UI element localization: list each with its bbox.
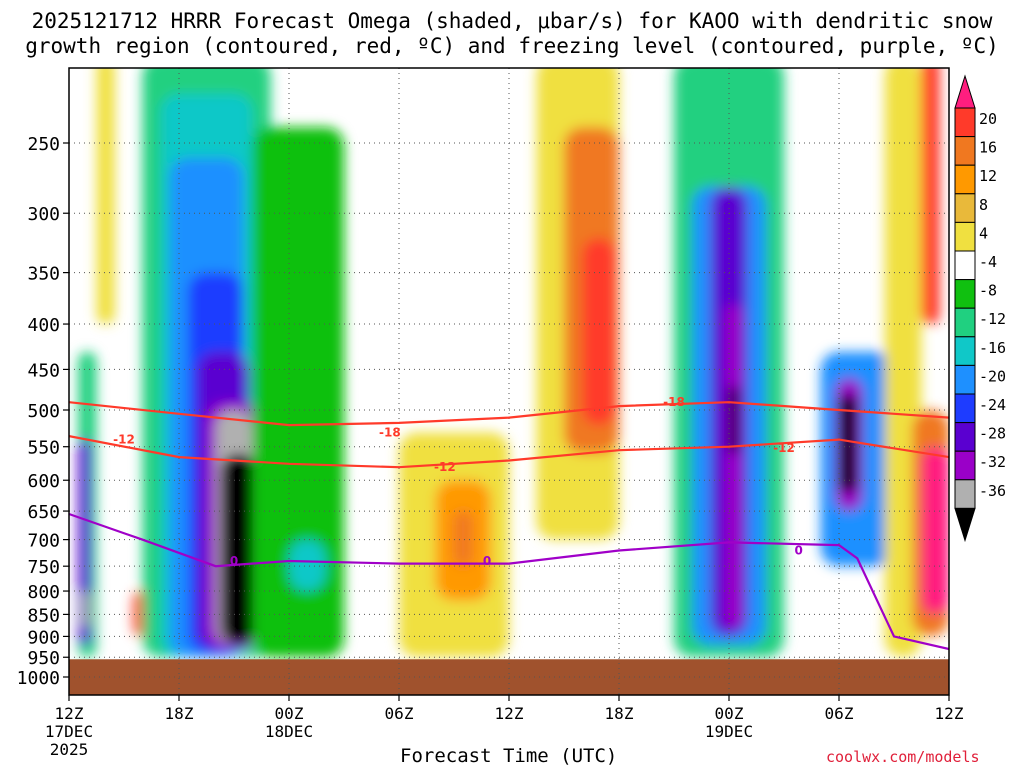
x-tick-label: 18Z: [165, 704, 194, 723]
colorbar-segment: [954, 279, 976, 309]
colorbar-segment: [954, 107, 976, 138]
colorbar-segment: [954, 479, 976, 509]
contour-line--18: [69, 401, 949, 427]
brand-watermark: coolwx.com/models: [826, 748, 980, 766]
chart-title-line-2: growth region (contoured, red, ºC) and f…: [25, 34, 999, 58]
colorbar-segment: [954, 336, 976, 366]
x-year-label: 2025: [50, 740, 89, 759]
x-tick-label: 00Z: [715, 704, 744, 723]
omega-cell: [839, 394, 858, 493]
contour-label: -18: [379, 425, 401, 439]
y-tick-label: 700: [27, 531, 60, 552]
colorbar-segment: [954, 307, 976, 338]
y-tick-label: 850: [27, 605, 60, 626]
colorbar-segment: [954, 364, 976, 395]
y-tick-label: 600: [27, 471, 60, 492]
contour-line-0: [69, 512, 949, 651]
colorbar-label: 4: [979, 224, 988, 242]
contour-label: 0: [794, 543, 802, 557]
colorbar-label: -4: [979, 253, 997, 271]
colorbar-segment: [954, 393, 976, 424]
y-tick-label: 950: [27, 648, 60, 669]
colorbar-label: -12: [979, 310, 1006, 328]
y-tick-label: 650: [27, 502, 60, 523]
y-tick-label: 400: [27, 315, 60, 336]
colorbar-segment: [954, 136, 976, 166]
colorbar-label: 16: [979, 139, 997, 157]
contour-line--12: [69, 435, 949, 469]
x-axis-label: Forecast Time (UTC): [400, 745, 618, 767]
contour-label: 0: [230, 554, 238, 568]
colorbar-label: -36: [979, 482, 1006, 500]
colorbar-segment: [954, 221, 976, 252]
colorbar-segment: [954, 250, 976, 281]
x-date-label: 19DEC: [705, 722, 753, 741]
contour-label: 0: [483, 554, 491, 568]
colorbar-label: -8: [979, 282, 997, 300]
colorbar-top-arrow: [954, 74, 976, 109]
contour-label: -12: [434, 460, 456, 474]
colorbar-label: 8: [979, 196, 988, 214]
colorbar-label: -24: [979, 396, 1006, 414]
colorbar-segment: [954, 422, 976, 452]
y-tick-label: 750: [27, 557, 60, 578]
y-tick-label: 350: [27, 264, 60, 285]
colorbar-label: -28: [979, 425, 1006, 443]
y-tick-label: 800: [27, 582, 60, 603]
omega-cell: [221, 453, 256, 645]
colorbar-segment: [954, 450, 976, 481]
x-tick-label: 12Z: [495, 704, 524, 723]
y-tick-label: 900: [27, 627, 60, 648]
omega-cell: [289, 539, 326, 592]
omega-cell: [725, 304, 742, 628]
y-tick-label: 450: [27, 360, 60, 381]
y-tick-label: 550: [27, 438, 60, 459]
y-tick-label: 300: [27, 204, 60, 225]
colorbar-bottom-arrow: [954, 507, 976, 543]
colorbar-label: 20: [979, 110, 997, 128]
y-tick-label: 500: [27, 401, 60, 422]
x-date-label: 18DEC: [265, 722, 313, 741]
omega-cell: [921, 68, 940, 325]
x-tick-label: 06Z: [385, 704, 414, 723]
colorbar-label: -20: [979, 367, 1006, 385]
contour-label: -18: [663, 395, 685, 409]
x-date-label: 17DEC: [45, 722, 93, 741]
x-tick-label: 12Z: [55, 704, 84, 723]
omega-cell: [729, 386, 739, 454]
colorbar-label: 12: [979, 167, 997, 185]
y-tick-label: 250: [27, 134, 60, 155]
omega-cell: [884, 68, 922, 658]
colorbar-label: -32: [979, 453, 1006, 471]
omega-cell: [96, 68, 115, 325]
omega-cell: [252, 127, 344, 658]
y-tick-label: 1000: [17, 668, 60, 689]
x-tick-label: 18Z: [605, 704, 634, 723]
omega-cell: [582, 238, 616, 426]
colorbar-label: -16: [979, 339, 1006, 357]
x-tick-label: 06Z: [825, 704, 854, 723]
colorbar-segment: [954, 164, 976, 195]
contour-label: -12: [773, 441, 795, 455]
omega-cell: [81, 591, 90, 628]
omega-cell: [921, 446, 949, 615]
colorbar-segment: [954, 193, 976, 223]
contour-label: -12: [113, 433, 135, 447]
chart-title-line-1: 2025121712 HRRR Forecast Omega (shaded, …: [31, 9, 993, 33]
omega-cell: [454, 511, 473, 567]
x-tick-label: 00Z: [275, 704, 304, 723]
x-tick-label: 12Z: [935, 704, 964, 723]
